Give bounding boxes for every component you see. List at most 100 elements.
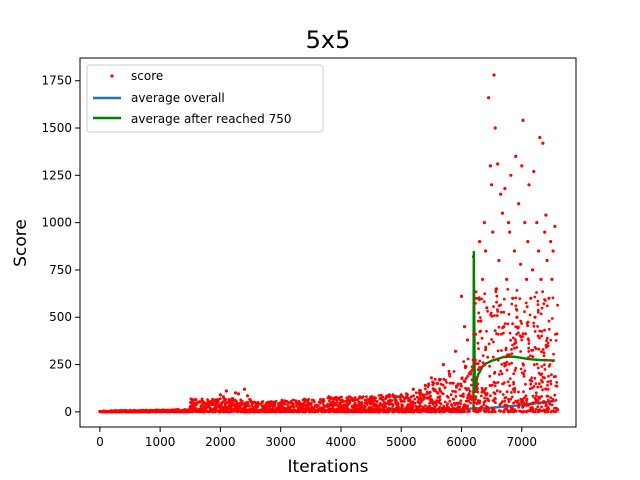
score-point-bg — [396, 401, 400, 405]
score-point-bg — [513, 386, 516, 390]
score-point-bg — [353, 396, 357, 399]
score-point-bg — [514, 304, 518, 308]
score-point-bg — [254, 403, 258, 407]
score-point-bg — [467, 399, 471, 403]
score-point-bg — [452, 406, 455, 410]
score-point-bg — [334, 410, 337, 414]
score-point-bg — [478, 366, 481, 369]
score-point-bg — [455, 386, 458, 389]
score-point-bg — [532, 410, 536, 414]
score-point-bg — [492, 410, 496, 413]
score-point-bg — [326, 402, 329, 406]
score-point-bg — [439, 390, 443, 393]
score-point — [490, 183, 494, 187]
score-point-bg — [261, 407, 265, 411]
score-point-bg — [224, 409, 228, 413]
score-point-bg — [218, 410, 222, 414]
score-point-bg — [290, 410, 294, 414]
score-point-bg — [378, 402, 382, 406]
score-point-bg — [102, 409, 106, 413]
score-point — [515, 315, 519, 319]
score-point-bg — [356, 398, 359, 401]
score-point-bg — [425, 392, 429, 396]
score-point-bg — [462, 360, 466, 363]
score-point-bg — [470, 368, 474, 372]
score-point-bg — [271, 409, 275, 413]
score-point-bg — [482, 409, 486, 413]
score-point-bg — [459, 399, 463, 403]
x-tick-label: 2000 — [205, 435, 236, 449]
score-point-bg — [280, 405, 284, 409]
score-point-bg — [352, 410, 355, 414]
score-point-bg — [498, 390, 502, 393]
score-point-bg — [501, 326, 504, 330]
score-point-bg — [128, 408, 132, 412]
score-point-bg — [528, 313, 532, 317]
score-point-bg — [536, 303, 540, 306]
score-point-bg — [535, 362, 539, 366]
score-point-bg — [506, 353, 509, 357]
score-point-bg — [474, 395, 478, 399]
score-point-bg — [409, 400, 412, 404]
score-point-bg — [502, 297, 506, 301]
score-point-bg — [500, 363, 504, 366]
score-point-bg — [519, 335, 523, 339]
score-point — [236, 392, 241, 396]
y-axis-title: Score — [11, 219, 31, 267]
score-point-bg — [504, 355, 507, 359]
score-point-bg — [456, 401, 460, 405]
score-point-bg — [385, 394, 388, 398]
score-point-bg — [496, 310, 500, 313]
score-point-bg — [555, 332, 559, 336]
score-point-bg — [542, 351, 546, 354]
score-point-bg — [451, 410, 454, 414]
score-point-bg — [486, 309, 489, 313]
score-point-bg — [518, 409, 522, 413]
score-point-bg — [540, 365, 544, 368]
score-point — [218, 393, 222, 397]
score-point-bg — [247, 409, 251, 413]
score-point-bg — [499, 402, 503, 405]
score-point — [508, 230, 512, 234]
score-point-bg — [450, 381, 454, 385]
score-point-bg — [270, 400, 274, 404]
score-point-bg — [377, 410, 380, 414]
score-point-bg — [238, 406, 242, 410]
score-point-bg — [379, 393, 383, 397]
score-point-bg — [306, 408, 310, 412]
score-point-bg — [474, 358, 477, 362]
legend: score average overall average after reac… — [86, 64, 324, 133]
score-point-bg — [547, 319, 551, 323]
score-point-bg — [530, 406, 533, 409]
score-point-bg — [200, 407, 204, 411]
score-point-bg — [119, 410, 122, 413]
score-point-bg — [388, 409, 391, 413]
score-point — [549, 240, 553, 244]
score-point-bg — [463, 410, 466, 413]
score-point — [519, 262, 523, 266]
score-point-bg — [313, 408, 317, 412]
x-tick-label: 7000 — [506, 435, 537, 449]
score-point-bg — [512, 336, 515, 340]
score-point-bg — [519, 397, 523, 401]
score-point-bg — [202, 410, 206, 414]
score-point-bg — [536, 405, 540, 409]
score-point — [245, 394, 250, 398]
score-point-bg — [520, 322, 523, 325]
score-point-bg — [536, 334, 540, 338]
score-point-bg — [322, 410, 326, 414]
score-point-bg — [217, 400, 220, 403]
score-point-bg — [416, 400, 420, 404]
score-point-bg — [251, 406, 255, 409]
score-point-bg — [418, 404, 422, 408]
score-point — [520, 164, 524, 168]
score-point-bg — [507, 312, 511, 316]
score-point-bg — [477, 407, 481, 411]
score-point-bg — [269, 404, 273, 408]
score-point-bg — [202, 401, 205, 405]
score-point — [539, 277, 543, 281]
score-point-bg — [443, 386, 447, 389]
score-point-bg — [420, 409, 424, 413]
score-point-bg — [371, 397, 375, 400]
